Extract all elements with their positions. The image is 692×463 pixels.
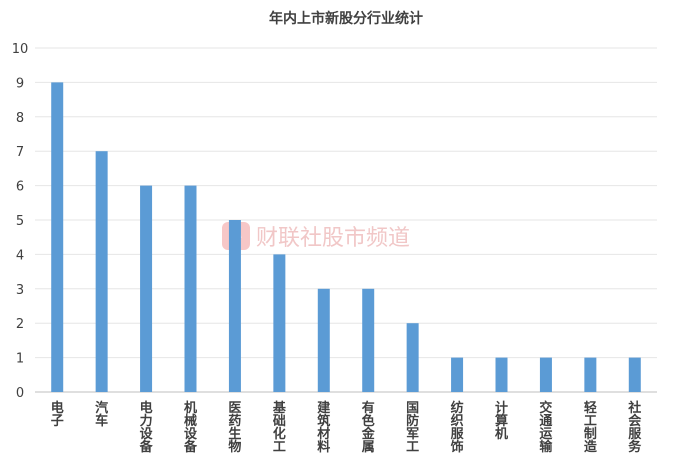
- y-tick-label: 3: [16, 283, 24, 298]
- bar-有色金属: [362, 288, 375, 392]
- bar-基础化工: [273, 254, 286, 392]
- y-tick-label: 8: [16, 111, 24, 126]
- x-tick-label: 纺织服饰: [451, 400, 465, 455]
- x-tick-label: 电力设备: [139, 400, 154, 455]
- x-tick-label: 交通运输: [539, 400, 553, 455]
- y-tick-label: 10: [12, 42, 29, 57]
- bar-电子: [51, 82, 64, 393]
- bar-机械设备: [184, 185, 197, 392]
- bars: [51, 82, 641, 393]
- x-tick-label: 医药生物: [228, 401, 241, 455]
- watermark-text: 财联社股市频道: [256, 226, 410, 251]
- watermark: e 财联社股市频道: [222, 222, 410, 251]
- x-tick-label: 有色金属: [361, 400, 376, 455]
- y-tick-label: 6: [16, 180, 24, 195]
- x-tick-label: 基础化工: [272, 400, 287, 455]
- bar-汽车: [95, 151, 108, 392]
- x-tick-label: 电子: [51, 400, 64, 429]
- x-tick-label: 社会服务: [627, 400, 642, 455]
- x-tick-label: 建筑材料: [317, 400, 330, 455]
- bar-国防军工: [406, 323, 419, 392]
- x-tick-label: 国防军工: [406, 401, 419, 455]
- y-tick-label: 5: [16, 214, 24, 229]
- bar-建筑材料: [317, 288, 330, 392]
- y-tick-label: 2: [16, 317, 24, 332]
- x-tick-label: 汽车: [95, 400, 108, 429]
- x-tick-label: 机械设备: [183, 400, 198, 455]
- x-tick-label: 轻工制造: [584, 400, 598, 455]
- bar-电力设备: [140, 185, 153, 392]
- y-tick-label: 0: [16, 386, 24, 401]
- gridlines: [35, 47, 657, 393]
- y-tick-label: 9: [16, 76, 24, 91]
- chart-title: 年内上市新股分行业统计: [269, 11, 423, 27]
- y-tick-label: 7: [16, 145, 24, 160]
- bar-交通运输: [539, 357, 552, 392]
- bar-纺织服饰: [451, 357, 464, 392]
- y-tick-label: 4: [16, 248, 24, 263]
- bar-轻工制造: [584, 357, 597, 392]
- bar-医药生物: [228, 220, 241, 392]
- y-axis: 0 1 2 3 4 5 6 7 8 9 10: [12, 42, 29, 401]
- y-tick-label: 1: [16, 352, 24, 367]
- bar-计算机: [495, 357, 508, 392]
- x-tick-label: 计算机: [495, 400, 508, 442]
- bar-社会服务: [628, 357, 641, 392]
- x-axis: 电子 汽车 电力设备 机械设备 医药生物 基础化工 建筑材料 有色金属 国防军工 纺织服饰 计算机 交…: [51, 400, 643, 455]
